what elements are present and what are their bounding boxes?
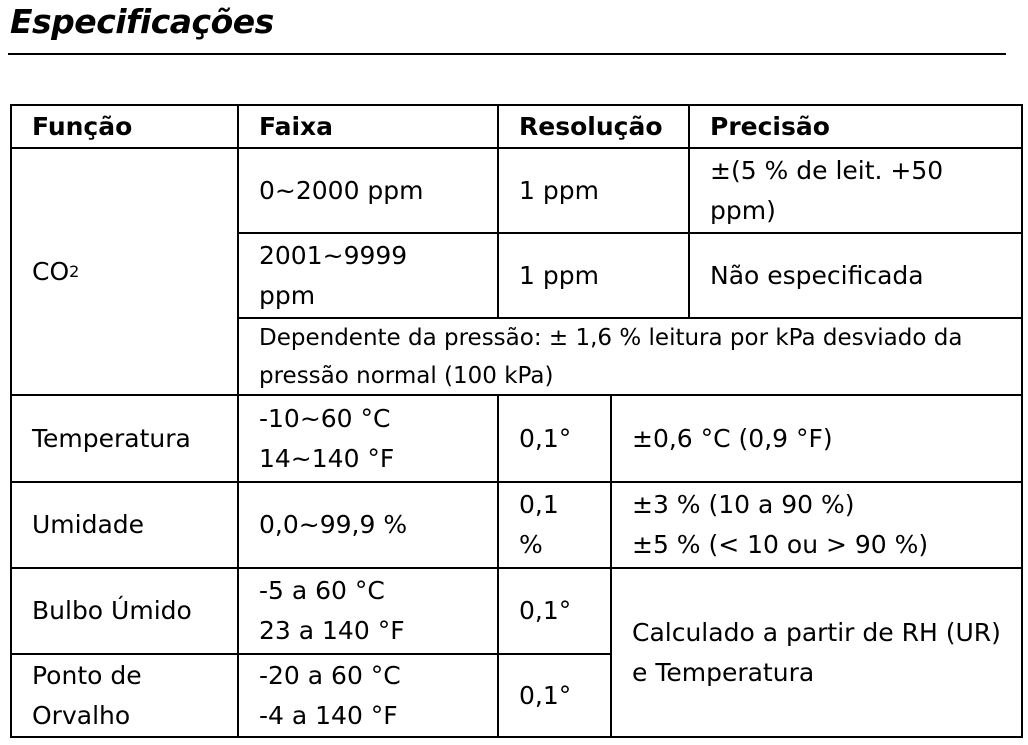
humidity-resolution: 0,1 % (519, 490, 559, 559)
wet-bulb-range: -5 a 60 °C 23 a 140 °F (239, 569, 497, 653)
header-range: Faixa (259, 111, 334, 141)
co2-label: CO 2 (12, 149, 237, 394)
dew-point-label: Ponto de Orvalho (32, 660, 142, 730)
page-title: Especificações (10, 2, 274, 41)
header-accuracy: Precisão (710, 111, 830, 141)
wet-bulb-label: Bulbo Úmido (32, 596, 192, 625)
header-resolution: Resolução (519, 111, 663, 141)
wet-bulb-resolution: 0,1° (519, 596, 572, 625)
humidity-accuracy: ±3 % (10 a 90 %) ±5 % (< 10 ou > 90 %) (612, 483, 1021, 567)
dew-point-range-celsius: -20 a 60 °C (259, 660, 401, 690)
co2-pressure-note: Dependente da pressão: ± 1,6 % leitura p… (259, 324, 963, 389)
temperature-accuracy: ±0,6 °C (0,9 °F) (632, 423, 833, 453)
co2-row1-range: 0~2000 ppm (259, 175, 424, 205)
title-underline (8, 53, 1006, 55)
temperature-resolution: 0,1° (519, 423, 572, 453)
dew-point-range: -20 a 60 °C -4 a 140 °F (239, 655, 497, 736)
co2-row2-range: 2001~9999 ppm (259, 240, 408, 310)
temperature-range: -10~60 °C 14~140 °F (239, 396, 497, 481)
co2-row2-resolution: 1 ppm (519, 260, 599, 290)
wet-bulb-range-celsius: -5 a 60 °C (259, 576, 385, 605)
dew-point-resolution: 0,1° (519, 680, 572, 710)
temperature-range-fahrenheit: 14~140 °F (259, 443, 395, 473)
dew-point-range-fahrenheit: -4 a 140 °F (259, 700, 398, 730)
calculated-note: Calculado a partir de RH (UR) e Temperat… (632, 617, 1001, 687)
humidity-accuracy-mid: ±3 % (10 a 90 %) (632, 490, 855, 519)
co2-row1-resolution: 1 ppm (519, 175, 599, 205)
co2-row1-accuracy: ±(5 % de leit. +50 ppm) (710, 155, 944, 225)
header-function: Função (32, 111, 133, 141)
humidity-accuracy-extreme: ±5 % (< 10 ou > 90 %) (632, 530, 929, 559)
temperature-range-celsius: -10~60 °C (259, 403, 391, 433)
co2-label-main: CO (32, 256, 70, 286)
temperature-label: Temperatura (32, 423, 191, 453)
humidity-range: 0,0~99,9 % (259, 510, 408, 539)
wet-bulb-range-fahrenheit: 23 a 140 °F (259, 616, 405, 645)
co2-row2-accuracy: Não especificada (710, 260, 924, 290)
humidity-label: Umidade (32, 510, 145, 539)
